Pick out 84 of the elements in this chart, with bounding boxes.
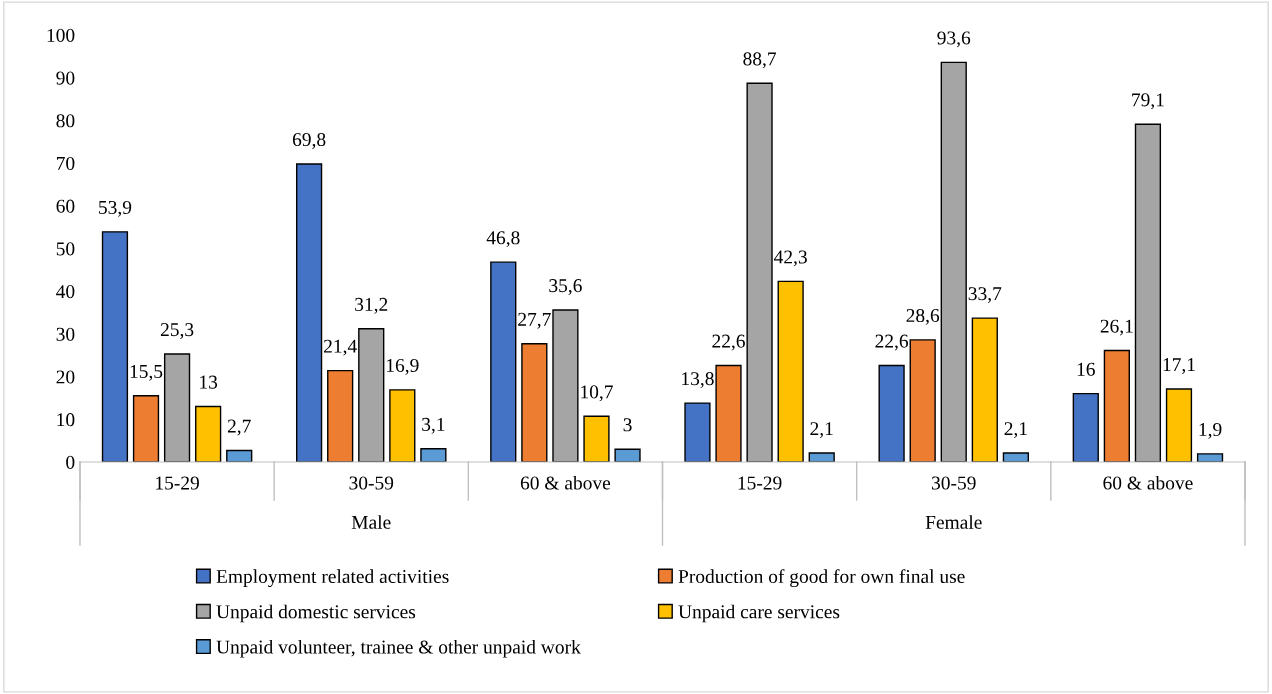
data-label: 16 <box>1077 362 1095 376</box>
bar <box>715 364 742 462</box>
data-label: 13,8 <box>682 372 714 389</box>
bar <box>521 343 548 462</box>
bar <box>1134 123 1162 462</box>
data-label: 33,7 <box>968 287 1002 304</box>
legend-label: Unpaid volunteer, trainee & other unpaid work <box>216 639 581 658</box>
legend-label: Production of good for own final use <box>678 569 965 588</box>
bar <box>614 448 641 462</box>
bar <box>552 309 579 462</box>
data-label: 26,1 <box>1100 319 1133 336</box>
x-tick-label: 60 & above <box>520 475 611 490</box>
bar <box>1165 388 1193 462</box>
legend-label: Employment related activities <box>216 569 449 588</box>
bar <box>1072 392 1099 462</box>
x-tick-label: 30-59 <box>349 476 394 490</box>
y-tick-label: 80 <box>56 114 75 128</box>
data-label: 31,2 <box>355 297 388 314</box>
y-tick-label: 70 <box>56 156 75 171</box>
bar <box>420 448 447 462</box>
data-label: 27,7 <box>518 312 551 329</box>
legend-label: Unpaid care services <box>678 604 840 623</box>
bar <box>1196 453 1224 462</box>
bar <box>940 61 967 462</box>
text: Male <box>351 515 391 529</box>
data-label: 46,8 <box>486 231 520 248</box>
data-label: 13 <box>200 375 218 389</box>
bar <box>389 389 416 462</box>
bar <box>101 231 129 462</box>
bar <box>132 395 160 462</box>
bar <box>195 405 222 462</box>
bar <box>295 163 323 462</box>
data-label: 17,1 <box>1163 358 1195 374</box>
bar <box>490 261 517 462</box>
bar <box>163 353 191 462</box>
y-tick-label: 100 <box>47 28 75 42</box>
x-tick-label: 15-29 <box>156 476 199 490</box>
x-tick-label: 15-29 <box>738 476 782 490</box>
y-tick-label: 60 <box>56 199 75 213</box>
data-label: 1,9 <box>1199 422 1222 439</box>
y-tick-label: 90 <box>56 71 75 85</box>
data-label: 79,1 <box>1132 93 1164 110</box>
data-label: 2,1 <box>810 422 833 438</box>
data-label: 35,6 <box>549 279 582 295</box>
data-label: 22,6 <box>875 334 909 351</box>
bar <box>777 280 804 462</box>
data-label: 88,7 <box>743 52 777 69</box>
bar <box>878 364 905 462</box>
data-label: 10,7 <box>581 385 613 402</box>
data-label: 25,3 <box>160 323 194 339</box>
y-tick-label: 30 <box>56 327 75 341</box>
bar <box>808 452 835 462</box>
bar <box>971 317 998 462</box>
data-label: 2,7 <box>227 419 251 436</box>
y-tick-label: 50 <box>56 242 75 256</box>
bar <box>684 402 711 462</box>
bar <box>1002 452 1030 462</box>
text: Female <box>925 515 982 529</box>
data-label: 42,3 <box>774 250 807 267</box>
bar <box>358 328 385 462</box>
y-tick-label: 0 <box>66 455 75 469</box>
data-label: 28,6 <box>906 308 940 325</box>
data-label: 16,9 <box>387 358 419 375</box>
bar <box>746 82 773 462</box>
bar <box>327 369 354 462</box>
y-tick-label: 40 <box>56 285 75 299</box>
data-label: 21,4 <box>324 339 357 356</box>
bar <box>226 449 253 462</box>
y-tick-label: 10 <box>57 413 75 427</box>
data-label: 2,1 <box>1004 422 1027 438</box>
x-tick-label: 30-59 <box>932 476 976 490</box>
x-tick-label: 60 & above <box>1103 475 1193 490</box>
data-label: 3,1 <box>422 417 445 434</box>
data-label: 53,9 <box>99 200 132 217</box>
data-label: 22,6 <box>712 334 745 351</box>
y-tick-label: 20 <box>56 370 75 384</box>
data-label: 15,5 <box>130 364 163 381</box>
bar <box>1103 349 1130 462</box>
data-label: 3 <box>623 418 632 432</box>
legend-label: Unpaid domestic services <box>216 604 416 623</box>
data-label: 69,8 <box>292 132 326 149</box>
data-label: 93,6 <box>937 31 971 48</box>
bar <box>583 415 610 462</box>
bar <box>909 339 936 462</box>
